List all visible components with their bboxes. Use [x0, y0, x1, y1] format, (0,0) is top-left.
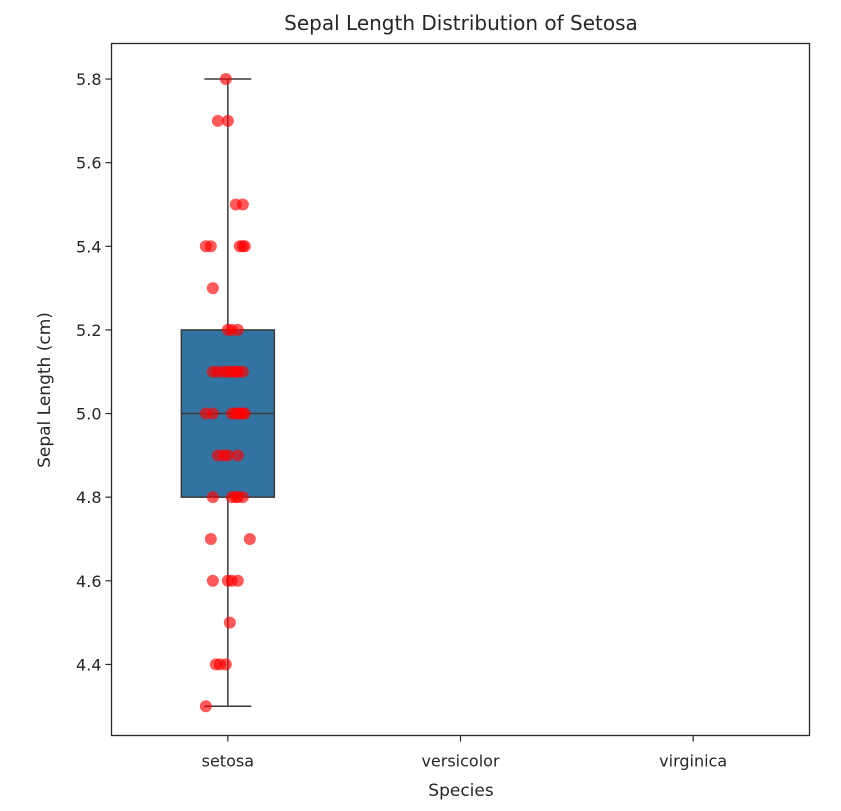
y-axis-label: Sepal Length (cm) [35, 312, 55, 468]
data-point [206, 407, 219, 420]
data-point [211, 114, 224, 127]
x-axis: setosa versicolor virginica [202, 735, 727, 771]
y-tick-label: 5.2 [76, 321, 101, 340]
data-point [229, 198, 242, 211]
x-tick-label: setosa [202, 752, 254, 771]
data-point [209, 658, 222, 671]
y-tick-label: 4.4 [76, 655, 101, 674]
data-point [206, 491, 219, 504]
data-point [217, 365, 230, 378]
data-point [236, 240, 249, 253]
data-point [243, 532, 256, 545]
data-point [217, 449, 230, 462]
data-point [206, 282, 219, 295]
x-axis-label: Species [428, 781, 494, 801]
data-point [204, 532, 217, 545]
y-tick-label: 5.0 [76, 405, 101, 424]
setosa-points [199, 73, 256, 713]
y-tick-label: 4.6 [76, 572, 101, 591]
setosa-boxplot [180, 78, 276, 707]
data-point [221, 574, 234, 587]
y-tick-label: 5.6 [76, 154, 101, 173]
data-point [219, 73, 232, 86]
data-point [199, 700, 212, 713]
data-point [221, 323, 234, 336]
data-point [231, 449, 244, 462]
data-point [231, 323, 244, 336]
y-axis: 4.4 4.6 4.8 5.0 5.2 5.4 5.6 5.8 [76, 70, 112, 674]
data-point [221, 114, 234, 127]
y-tick-label: 4.8 [76, 488, 101, 507]
y-tick-label: 5.8 [76, 70, 101, 89]
data-point [231, 365, 244, 378]
data-point [219, 658, 232, 671]
chart-title: Sepal Length Distribution of Setosa [284, 11, 638, 35]
data-point [199, 240, 212, 253]
x-tick-label: virginica [659, 752, 727, 771]
y-tick-label: 5.4 [76, 237, 101, 256]
x-tick-label: versicolor [421, 752, 499, 771]
data-point [231, 574, 244, 587]
data-point [223, 616, 236, 629]
data-point [231, 491, 244, 504]
data-point [206, 574, 219, 587]
data-point [231, 407, 244, 420]
